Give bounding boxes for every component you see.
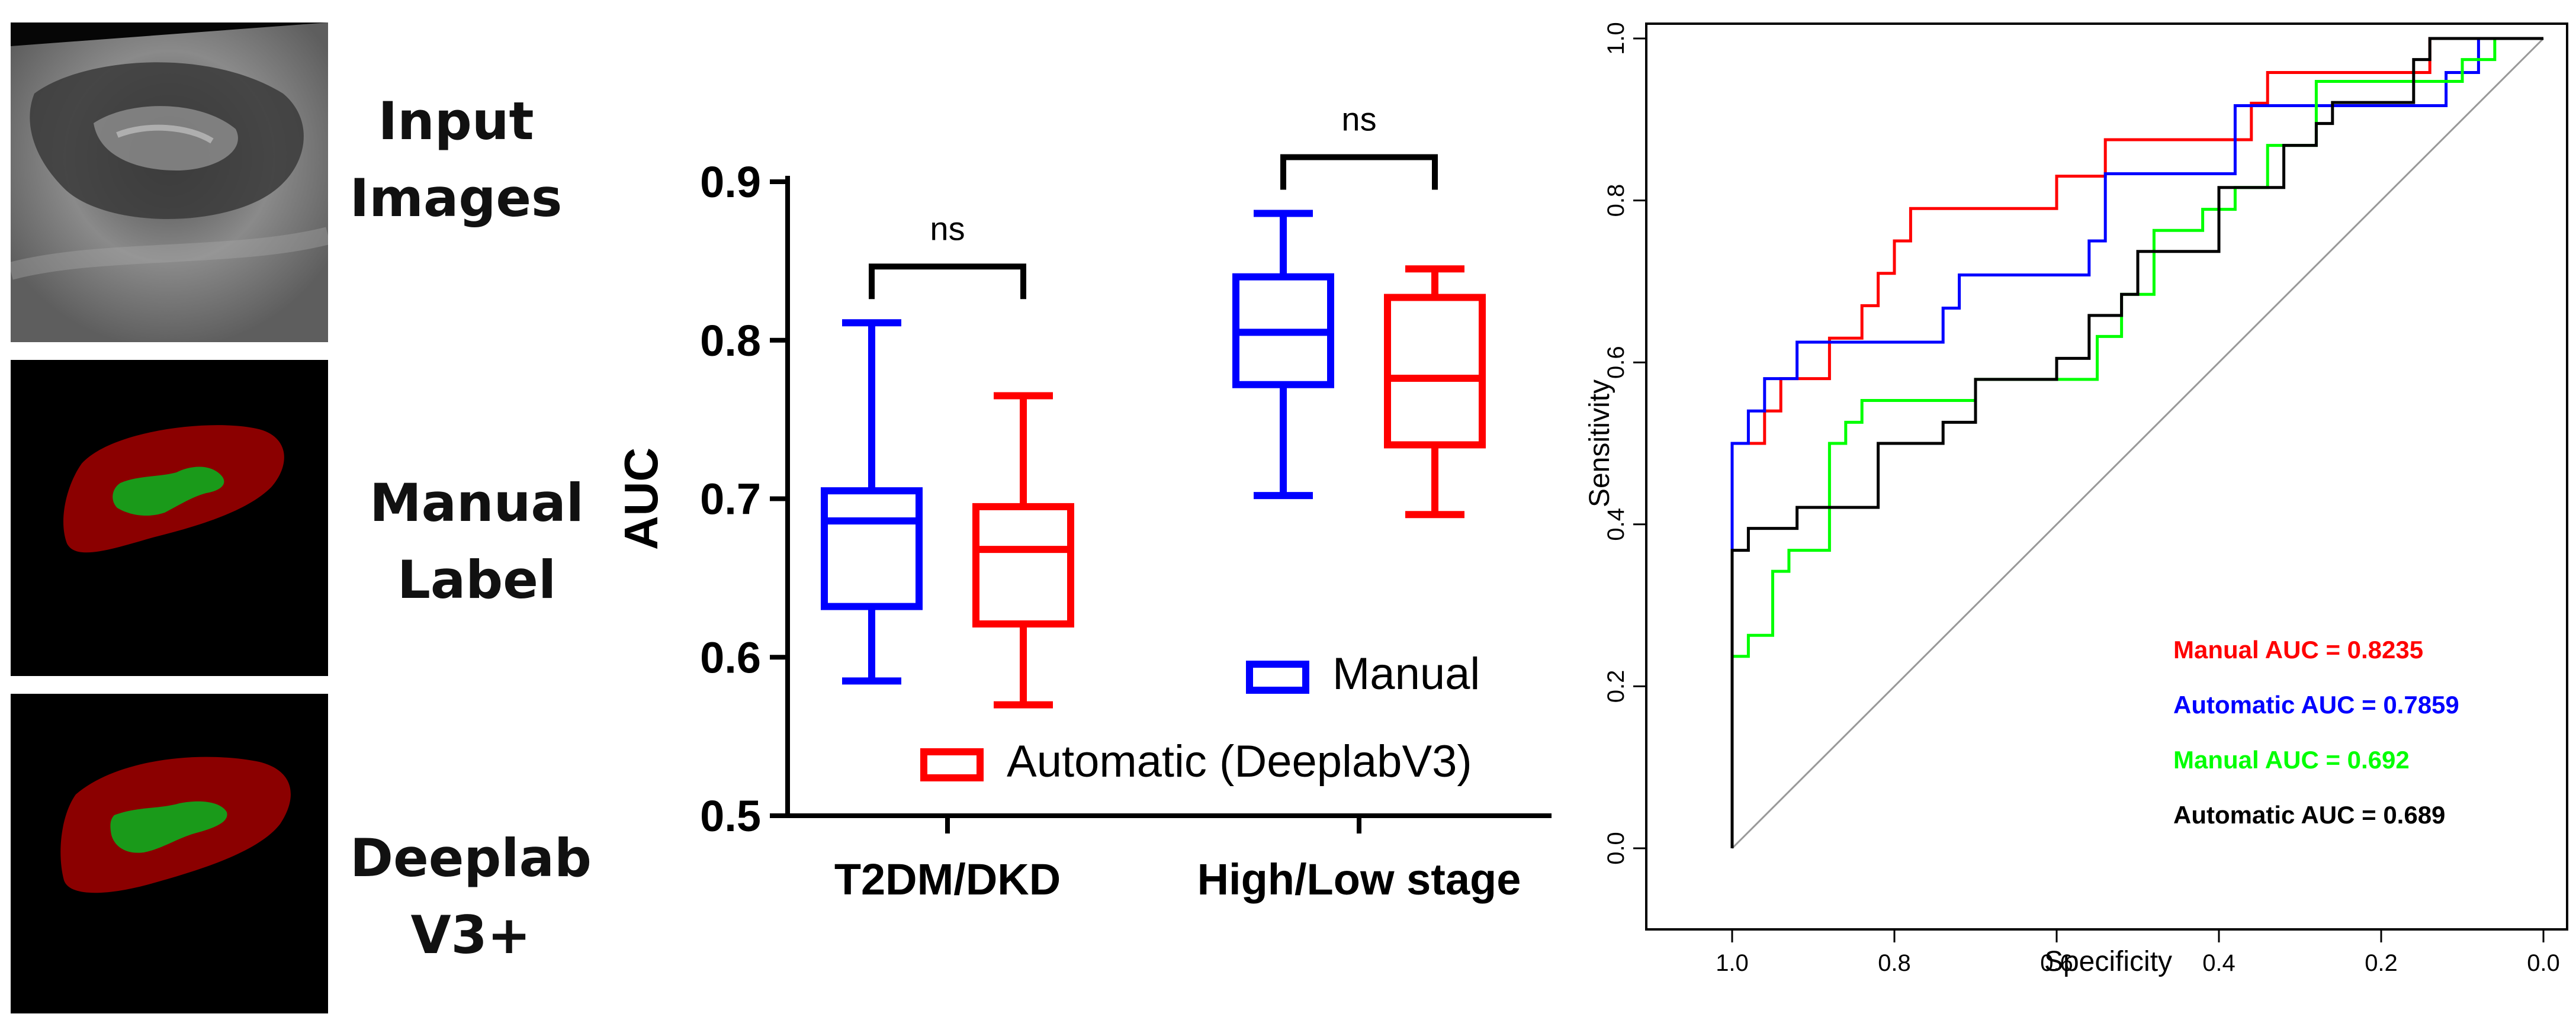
box-manual — [821, 319, 923, 685]
box-manual — [1232, 210, 1334, 500]
box-automatic — [972, 392, 1074, 709]
label-line: Images — [349, 168, 563, 228]
legend: Manual Automatic (DeeplabV3) — [920, 649, 1480, 787]
panel-label-input: Input Images — [332, 83, 580, 237]
y-axis-label: AUC — [615, 448, 667, 550]
label-line: Deeplab — [350, 828, 592, 889]
box-iqr — [972, 503, 1074, 628]
y-tick-label: 1.0 — [1603, 22, 1629, 55]
box-plot-chart: 0.5 0.6 0.7 0.8 0.9 AUC T2DM/DKD ns High/Low sta… — [615, 101, 1552, 904]
y-tick-label: 0.9 — [700, 157, 761, 207]
x-tick-label: 0.6 — [2040, 950, 2073, 976]
significance-bracket — [1280, 154, 1438, 190]
roc-curve-0 — [1730, 37, 2543, 848]
y-tick-label: 0.0 — [1603, 832, 1629, 865]
roc-curve-3 — [1730, 37, 2543, 848]
label-line: Manual — [370, 472, 584, 533]
roc-chart: 0.0 0.2 0.4 0.6 0.8 1.0 Sensitivity 1.0 0.8 0.6 0.… — [1584, 22, 2568, 977]
significance-label: ns — [930, 210, 965, 247]
box-automatic — [1384, 265, 1486, 519]
x-tick-label: High/Low stage — [1197, 855, 1521, 904]
significance-bracket — [869, 263, 1026, 300]
ultrasound-image — [11, 22, 328, 342]
box-iqr — [821, 487, 923, 610]
legend-label: Manual AUC = 0.692 — [2173, 746, 2410, 774]
x-tick-label: T2DM/DKD — [834, 855, 1061, 904]
y-tick-label: 0.7 — [700, 475, 761, 524]
legend: Manual AUC = 0.8235 Automatic AUC = 0.785… — [2173, 636, 2459, 829]
y-tick-label: 0.8 — [700, 316, 761, 365]
significance-label: ns — [1341, 101, 1376, 138]
legend-swatch — [1246, 661, 1309, 694]
label-line: V3+ — [410, 905, 531, 965]
y-tick-label: 0.8 — [1603, 184, 1629, 217]
label-line: Input — [378, 91, 534, 152]
legend-label: Manual AUC = 0.8235 — [2173, 636, 2423, 664]
x-axis-label: Specificity — [2044, 946, 2172, 977]
label-line: Label — [397, 549, 557, 610]
legend-label: Automatic AUC = 0.7859 — [2173, 691, 2459, 719]
x-tick-label: 0.2 — [2365, 950, 2398, 976]
y-tick-label: 0.4 — [1603, 508, 1629, 541]
legend-swatch — [920, 748, 984, 781]
panel-label-deeplab: Deeplab V3+ — [346, 820, 595, 974]
manual-label-mask — [11, 360, 328, 676]
roc-curve-1 — [1730, 37, 2543, 848]
y-tick-label: 0.5 — [700, 791, 761, 841]
panel-label-manual: Manual Label — [352, 465, 601, 619]
x-tick-label: 0.0 — [2527, 950, 2560, 976]
y-tick-label: 0.6 — [1603, 346, 1629, 379]
x-tick-label: 0.4 — [2202, 950, 2235, 976]
legend-label: Manual — [1332, 649, 1480, 699]
x-tick-label: 0.8 — [1878, 950, 1911, 976]
x-tick-label: 1.0 — [1716, 950, 1749, 976]
legend-label: Automatic AUC = 0.689 — [2173, 801, 2445, 829]
y-axis-label: Sensitivity — [1584, 379, 1615, 507]
box-iqr — [1384, 294, 1486, 449]
reference-diagonal — [1731, 37, 2545, 849]
y-tick-label: 0.6 — [700, 633, 761, 682]
deeplab-mask — [11, 694, 328, 1013]
legend-label: Automatic (DeeplabV3) — [1007, 736, 1472, 787]
y-tick-label: 0.2 — [1603, 670, 1629, 703]
